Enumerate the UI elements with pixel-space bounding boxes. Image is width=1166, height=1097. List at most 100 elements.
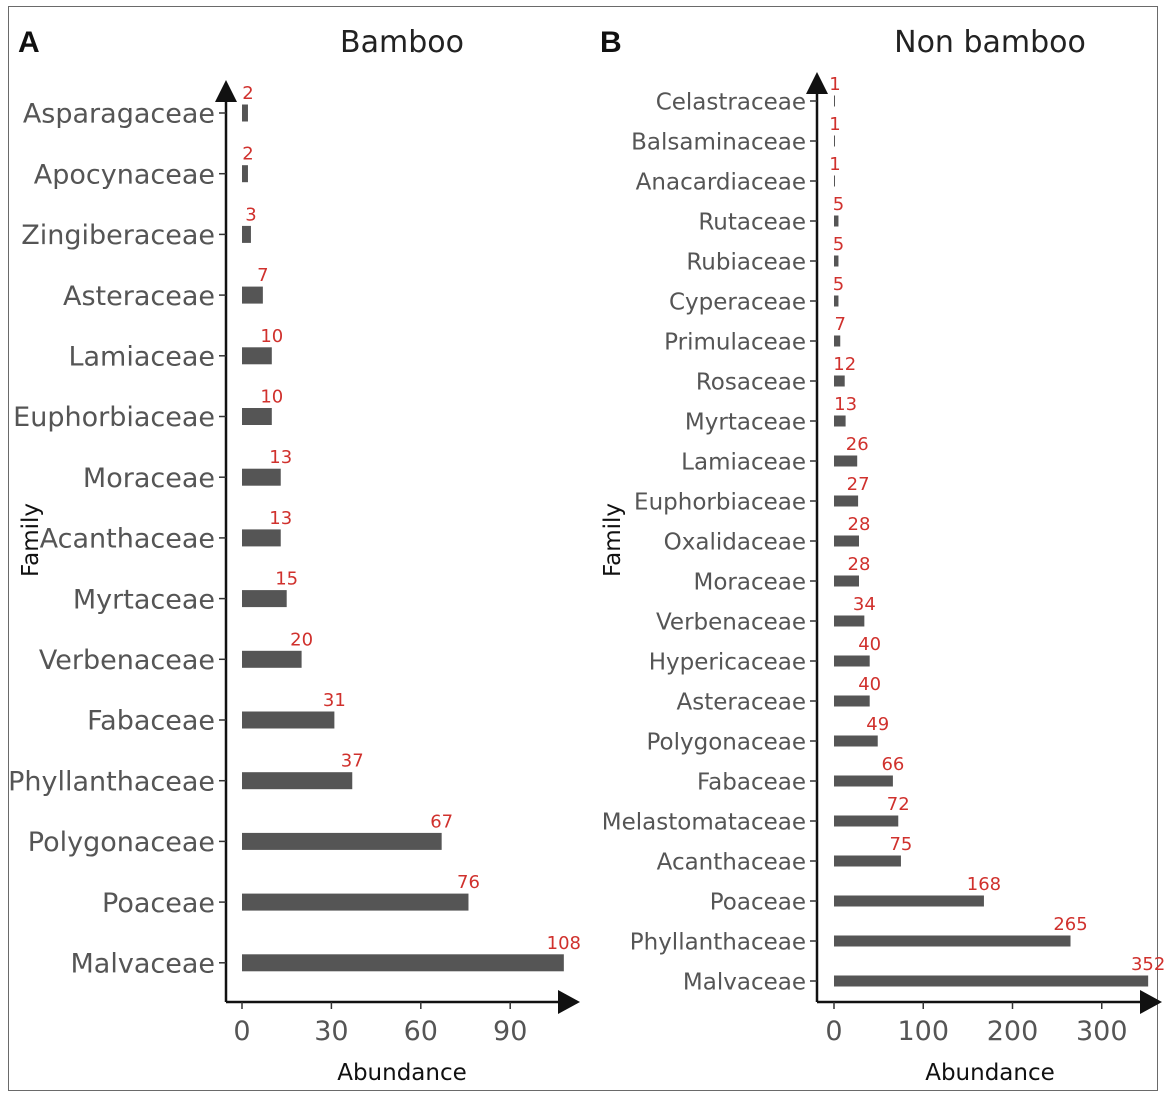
figure-frame	[8, 6, 1158, 1091]
value-label: 75	[889, 834, 912, 855]
category-label: Rubiaceae	[686, 249, 806, 275]
category-label: Verbenaceae	[39, 645, 215, 676]
bar	[834, 215, 839, 227]
x-tick-label: 90	[493, 1016, 527, 1047]
value-label: 76	[457, 872, 480, 893]
value-label: 40	[858, 634, 881, 655]
category-label: Acanthaceae	[657, 849, 806, 875]
bar	[242, 104, 248, 122]
panel-title: Non bamboo	[894, 25, 1086, 60]
value-label: 5	[833, 234, 844, 255]
bar	[242, 590, 287, 608]
category-label: Phyllanthaceae	[630, 929, 806, 955]
category-label: Zingiberaceae	[21, 220, 215, 251]
x-tick-label: 30	[314, 1016, 348, 1047]
value-label: 28	[848, 514, 871, 535]
value-label: 13	[269, 447, 292, 468]
value-label: 2	[242, 144, 253, 165]
category-label: Apocynaceae	[34, 159, 215, 190]
chart-panel-b: B Non bamboo 0 100 200 300 Celastraceae 1 Balsam…	[600, 25, 1165, 1086]
category-label: Polygonaceae	[646, 729, 806, 755]
x-axis-title: Abundance	[337, 1060, 467, 1086]
bar	[834, 135, 835, 147]
category-label: Acanthaceae	[40, 524, 215, 555]
value-label: 352	[1131, 954, 1165, 975]
category-label: Melastomataceae	[602, 809, 806, 835]
y-axis-arrow-icon	[806, 72, 828, 94]
bar	[834, 975, 1149, 987]
category-label: Asparagaceae	[23, 99, 215, 130]
category-label: Fabaceae	[697, 769, 806, 795]
x-tick-label: 300	[1076, 1016, 1128, 1047]
category-label: Lamiaceae	[681, 449, 806, 475]
bar	[834, 935, 1071, 947]
bar	[834, 735, 878, 747]
value-label: 72	[887, 794, 910, 815]
category-label: Poaceae	[710, 889, 806, 915]
bar	[242, 165, 248, 183]
bar	[834, 615, 865, 627]
value-label: 5	[833, 194, 844, 215]
bar	[242, 408, 272, 425]
bar	[242, 468, 281, 486]
category-label: Euphorbiaceae	[13, 402, 215, 433]
value-label: 2	[242, 83, 253, 104]
bar	[242, 286, 263, 304]
x-axis-arrow-icon	[558, 990, 580, 1014]
x-tick-label: 200	[987, 1016, 1039, 1047]
bar	[834, 175, 835, 187]
panel-letter: B	[600, 26, 622, 59]
x-tick-label: 60	[404, 1016, 438, 1047]
category-label: Celastraceae	[656, 89, 806, 115]
bar	[834, 575, 859, 587]
category-label: Primulaceae	[664, 329, 806, 355]
bar	[242, 347, 272, 365]
bar	[242, 711, 335, 729]
value-label: 10	[260, 326, 283, 347]
bar	[242, 772, 353, 790]
category-label: Poaceae	[102, 888, 215, 919]
bar	[834, 95, 835, 107]
panel-title: Bamboo	[340, 25, 464, 60]
x-tick-label: 0	[825, 1016, 842, 1047]
value-label: 67	[430, 811, 453, 832]
category-label: Rosaceae	[696, 369, 806, 395]
category-label: Cyperaceae	[669, 289, 806, 315]
category-label: Hypericaceae	[649, 649, 806, 675]
bar	[242, 529, 281, 547]
category-label: Malvaceae	[71, 949, 215, 980]
value-label: 5	[833, 274, 844, 295]
value-label: 40	[858, 674, 881, 695]
category-label: Oxalidaceae	[664, 529, 806, 555]
category-label: Asteraceae	[677, 689, 806, 715]
bar	[834, 695, 870, 707]
value-label: 20	[290, 629, 313, 650]
category-label: Fabaceae	[87, 706, 215, 737]
value-label: 7	[257, 265, 268, 286]
value-label: 66	[881, 754, 904, 775]
bar	[242, 954, 564, 972]
value-label: 1	[829, 74, 840, 95]
bar	[242, 225, 251, 243]
category-label: Rutaceae	[698, 209, 806, 235]
bar	[834, 335, 841, 347]
category-label: Phyllanthaceae	[8, 766, 215, 797]
category-label: Euphorbiaceae	[634, 489, 806, 515]
x-axis-title: Abundance	[925, 1060, 1055, 1086]
value-label: 13	[834, 394, 857, 415]
bar	[834, 775, 893, 787]
bar	[834, 855, 901, 867]
value-label: 15	[275, 569, 298, 590]
value-label: 13	[269, 508, 292, 529]
bar	[834, 455, 858, 467]
value-label: 49	[866, 714, 889, 735]
panel-letter: A	[18, 26, 40, 59]
value-label: 265	[1053, 914, 1087, 935]
y-axis-arrow-icon	[215, 80, 237, 102]
value-label: 31	[323, 690, 346, 711]
bar	[242, 650, 302, 668]
category-label: Balsaminaceae	[631, 129, 806, 155]
bar	[834, 655, 870, 667]
